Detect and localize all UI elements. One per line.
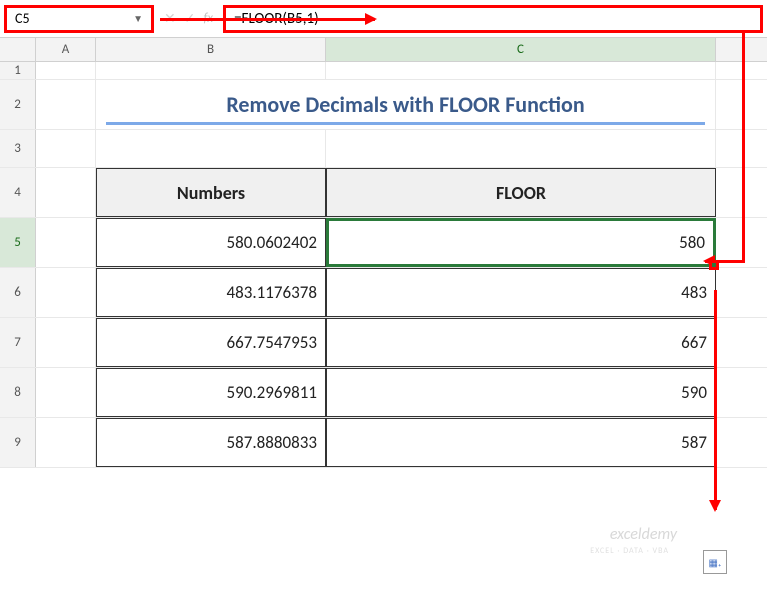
cell-C5-value: 580 [679,232,705,253]
cell-B1[interactable] [96,62,326,79]
cell-A7[interactable] [36,318,96,367]
cell-B8[interactable]: 590.2969811 [96,368,326,417]
row-header-6[interactable]: 6 [0,268,36,317]
watermark-sub: EXCEL · DATA · VBA [590,546,669,556]
col-header-B[interactable]: B [96,38,326,61]
cell-C1[interactable] [326,62,716,79]
grid-row-2: 2 Remove Decimals with FLOOR Function [0,80,767,130]
row-header-3[interactable]: 3 [0,130,36,167]
cell-C9[interactable]: 587 [326,418,716,467]
grid-row-9: 9 587.8880833 587 [0,418,767,468]
grid-row-1: 1 [0,62,767,80]
title-cell[interactable]: Remove Decimals with FLOOR Function [96,80,716,129]
col-header-C[interactable]: C [326,38,716,61]
cell-A6[interactable] [36,268,96,317]
header-floor[interactable]: FLOOR [326,168,716,217]
name-box-value: C5 [15,10,30,27]
cell-B3[interactable] [96,130,326,167]
row-header-1[interactable]: 1 [0,62,36,79]
row-header-8[interactable]: 8 [0,368,36,417]
row-header-2[interactable]: 2 [0,80,36,129]
chevron-down-icon[interactable]: ▼ [133,12,143,25]
cell-C7[interactable]: 667 [326,318,716,367]
grid-row-5: 5 580.0602402 580 [0,218,767,268]
cell-C5[interactable]: 580 [326,218,716,267]
cell-B7[interactable]: 667.7547953 [96,318,326,367]
cell-C3[interactable] [326,130,716,167]
grid-row-8: 8 590.2969811 590 [0,368,767,418]
cell-A1[interactable] [36,62,96,79]
annotation-arrow-2a [742,32,745,262]
name-box[interactable]: C5 ▼ [4,5,154,33]
autofill-options-icon[interactable]: ▦₊ [703,550,727,574]
cell-B9[interactable]: 587.8880833 [96,418,326,467]
row-header-9[interactable]: 9 [0,418,36,467]
watermark: exceldemy [610,525,677,544]
cell-B6[interactable]: 483.1176378 [96,268,326,317]
annotation-arrow-1 [160,18,375,21]
grid-row-4: 4 Numbers FLOOR [0,168,767,218]
cell-B5[interactable]: 580.0602402 [96,218,326,267]
cell-A5[interactable] [36,218,96,267]
cell-C8[interactable]: 590 [326,368,716,417]
grid-row-7: 7 667.7547953 667 [0,318,767,368]
grid-row-3: 3 [0,130,767,168]
cell-C6[interactable]: 483 [326,268,716,317]
row-header-4[interactable]: 4 [0,168,36,217]
cell-A8[interactable] [36,368,96,417]
column-headers: A B C [0,38,767,62]
grid-row-6: 6 483.1176378 483 [0,268,767,318]
annotation-arrow-3 [714,290,717,510]
cell-A2[interactable] [36,80,96,129]
cell-A9[interactable] [36,418,96,467]
page-title: Remove Decimals with FLOOR Function [226,91,584,118]
select-all-corner[interactable] [0,38,36,61]
cell-A3[interactable] [36,130,96,167]
formula-bar: C5 ▼ ✕ ✓ fx =FLOOR(B5,1) [0,0,767,38]
fill-handle[interactable] [709,260,719,270]
header-numbers[interactable]: Numbers [96,168,326,217]
cell-A4[interactable] [36,168,96,217]
row-header-7[interactable]: 7 [0,318,36,367]
title-underline [106,122,705,125]
col-header-A[interactable]: A [36,38,96,61]
row-header-5[interactable]: 5 [0,218,36,267]
